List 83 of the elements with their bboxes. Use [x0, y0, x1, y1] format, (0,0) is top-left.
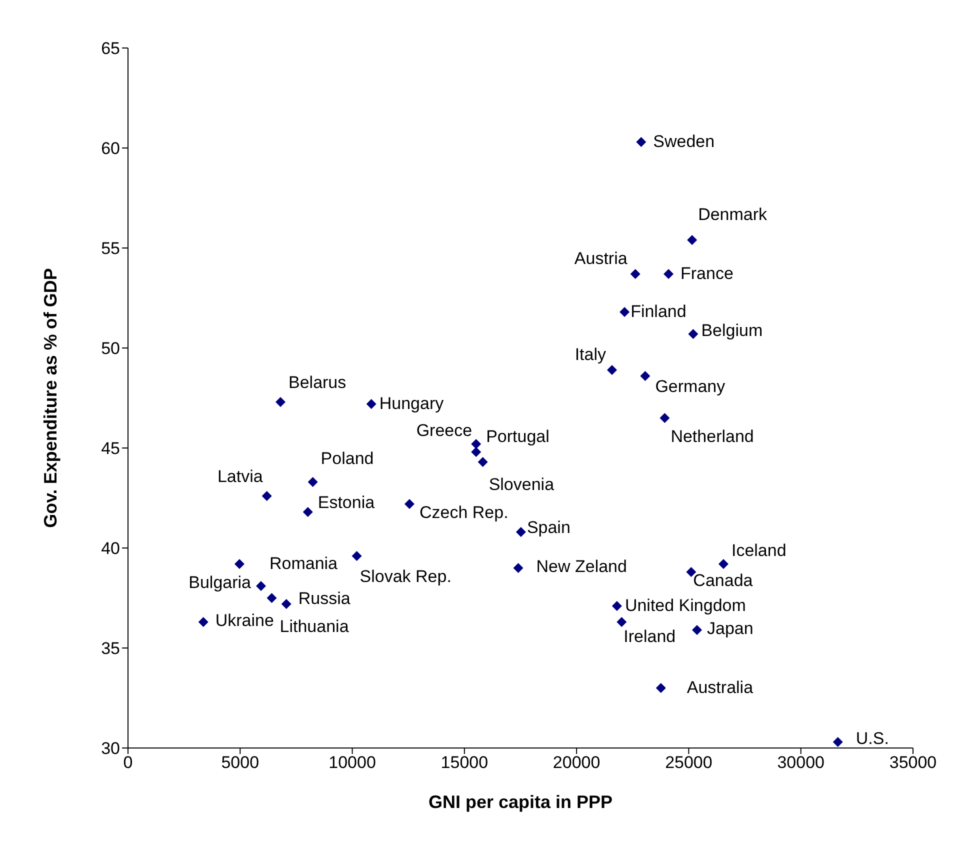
point — [308, 477, 318, 487]
point — [620, 307, 630, 317]
point — [478, 457, 488, 467]
y-tick-label: 55 — [101, 239, 120, 258]
x-tick-label: 35000 — [889, 753, 937, 772]
point — [692, 625, 702, 635]
data-label: Slovenia — [488, 475, 555, 494]
x-tick-label: 0 — [123, 753, 133, 772]
y-tick-label: 60 — [101, 139, 120, 158]
data-label: Italy — [574, 345, 606, 364]
data-label: Netherland — [670, 427, 754, 446]
data-label: Czech Rep. — [419, 503, 508, 522]
point — [366, 399, 376, 409]
point — [687, 235, 698, 245]
data-label: Bulgaria — [188, 573, 252, 592]
data-label: Romania — [269, 554, 338, 573]
point — [718, 559, 728, 569]
point — [660, 413, 670, 423]
point — [607, 365, 618, 375]
point — [688, 329, 698, 339]
data-label: Australia — [686, 678, 754, 697]
point — [630, 269, 640, 279]
data-label: Japan — [707, 619, 754, 638]
point — [612, 601, 622, 611]
point — [302, 507, 313, 517]
point — [262, 491, 272, 501]
point — [256, 581, 266, 591]
x-tick-label: 10000 — [328, 753, 376, 772]
point — [471, 447, 482, 457]
y-tick-label: 45 — [101, 439, 120, 458]
data-label: Latvia — [217, 467, 264, 486]
point — [616, 617, 627, 627]
data-label: Ukraine — [215, 611, 274, 630]
y-tick-label: 65 — [101, 39, 120, 58]
data-label: Russia — [298, 589, 351, 608]
data-label: Slovak Rep. — [360, 567, 452, 586]
data-label: Poland — [320, 449, 374, 468]
data-label: Canada — [693, 571, 754, 590]
point — [404, 499, 414, 509]
data-label: Spain — [526, 518, 570, 537]
x-tick-label: 30000 — [777, 753, 824, 772]
point — [656, 683, 666, 693]
point — [234, 559, 244, 569]
x-tick-label: 5000 — [221, 753, 260, 772]
point — [640, 371, 650, 381]
data-label: Estonia — [318, 493, 376, 512]
data-label: Belarus — [288, 373, 346, 392]
data-label: Finland — [630, 302, 686, 321]
data-label: Greece — [416, 421, 472, 440]
data-label: Germany — [655, 377, 726, 396]
data-label: New Zeland — [536, 557, 627, 576]
data-label: Hungary — [379, 394, 444, 413]
point — [198, 617, 208, 627]
data-label: United Kingdom — [624, 596, 746, 615]
data-label: France — [680, 264, 734, 283]
point — [832, 737, 843, 747]
point — [471, 439, 482, 449]
point — [352, 551, 362, 561]
data-label: Ireland — [624, 627, 676, 646]
y-tick-label: 50 — [101, 339, 120, 358]
y-tick-label: 40 — [101, 539, 120, 558]
data-label: Belgium — [701, 321, 763, 340]
point — [636, 137, 646, 147]
data-label: Austria — [574, 249, 628, 268]
point — [513, 563, 524, 573]
data-label: Portugal — [486, 427, 550, 446]
data-label: U.S. — [856, 729, 889, 748]
point — [516, 527, 526, 537]
x-axis-title: GNI per capita in PPP — [428, 792, 613, 812]
point — [266, 593, 277, 603]
data-label: Lithuania — [280, 617, 350, 636]
x-tick-label: 20000 — [552, 753, 600, 772]
data-label: Denmark — [698, 205, 768, 224]
y-tick-label: 35 — [101, 639, 120, 658]
y-axis-title: Gov. Expenditure as % of GDP — [40, 268, 60, 528]
point — [276, 397, 286, 407]
point — [664, 269, 674, 279]
y-tick-label: 30 — [101, 739, 120, 758]
data-label: Iceland — [731, 541, 786, 560]
data-label: Sweden — [653, 132, 715, 151]
x-tick-label: 15000 — [440, 753, 488, 772]
x-tick-label: 25000 — [665, 753, 712, 772]
point — [281, 599, 292, 609]
